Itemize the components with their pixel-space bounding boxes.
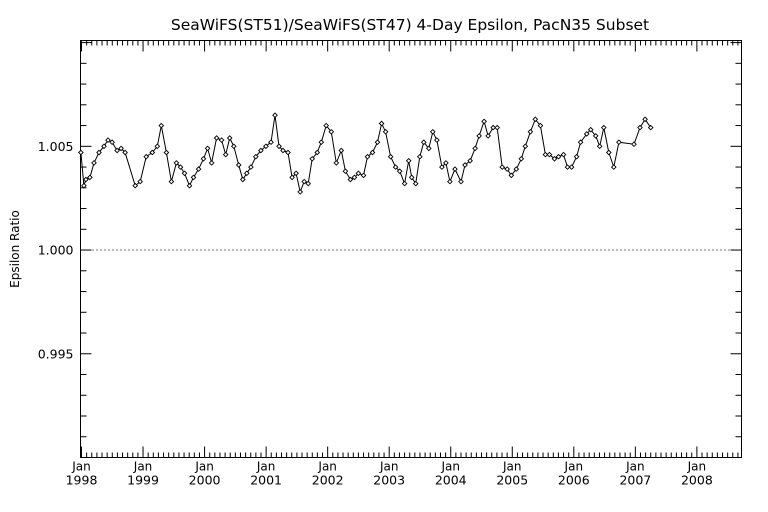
- y-tick-label: 0.995: [38, 346, 74, 361]
- x-tick-year-label: 1998: [66, 473, 98, 488]
- data-point: [375, 140, 379, 144]
- chart: SeaWiFS(ST51)/SeaWiFS(ST47) 4-Day Epsilo…: [0, 0, 768, 512]
- data-point: [224, 152, 228, 156]
- data-point: [402, 181, 406, 185]
- data-point: [632, 142, 636, 146]
- data-point: [286, 150, 290, 154]
- data-point: [486, 134, 490, 138]
- data-point: [500, 165, 504, 169]
- x-tick-year-label: 2005: [496, 473, 528, 488]
- data-point: [232, 144, 236, 148]
- data-point: [88, 175, 92, 179]
- data-point: [209, 161, 213, 165]
- data-point: [617, 140, 621, 144]
- data-point: [164, 150, 168, 154]
- data-point: [306, 181, 310, 185]
- x-tick-month-label: Jan: [317, 460, 337, 474]
- data-point: [431, 130, 435, 134]
- data-point: [339, 148, 343, 152]
- x-tick-year-label: 2001: [250, 473, 282, 488]
- data-point: [602, 125, 606, 129]
- x-tick-year-label: 2003: [373, 473, 405, 488]
- y-tick-label: 1.000: [38, 243, 74, 258]
- data-point: [383, 130, 387, 134]
- x-tick-year-label: 2008: [681, 473, 713, 488]
- data-point: [219, 138, 223, 142]
- data-point: [92, 161, 96, 165]
- data-point: [159, 123, 163, 127]
- data-point: [477, 134, 481, 138]
- data-point: [302, 179, 306, 183]
- data-point: [334, 161, 338, 165]
- data-point: [612, 165, 616, 169]
- data-point: [298, 190, 302, 194]
- data-point: [495, 125, 499, 129]
- data-point: [523, 144, 527, 148]
- data-point: [574, 155, 578, 159]
- data-point: [214, 136, 218, 140]
- data-point: [205, 146, 209, 150]
- data-point: [379, 121, 383, 125]
- x-tick-month-label: Jan: [379, 460, 399, 474]
- data-point: [607, 150, 611, 154]
- data-point: [84, 177, 88, 181]
- x-tick-month-label: Jan: [440, 460, 460, 474]
- data-point: [482, 119, 486, 123]
- data-point: [459, 179, 463, 183]
- x-tick-month-label: Jan: [625, 460, 645, 474]
- data-point: [561, 152, 565, 156]
- data-point: [82, 184, 86, 188]
- data-point: [273, 113, 277, 117]
- x-tick-year-label: 2002: [312, 473, 344, 488]
- x-tick-month-label: Jan: [256, 460, 276, 474]
- data-point: [598, 144, 602, 148]
- data-point: [79, 150, 83, 154]
- data-point: [343, 169, 347, 173]
- data-point: [388, 155, 392, 159]
- data-point: [448, 179, 452, 183]
- series-layer: [79, 113, 653, 194]
- x-tick-month-label: Jan: [71, 460, 91, 474]
- plot-frame: [81, 41, 742, 458]
- data-point: [228, 136, 232, 140]
- data-point: [473, 146, 477, 150]
- chart-title: SeaWiFS(ST51)/SeaWiFS(ST47) 4-Day Epsilo…: [171, 16, 649, 34]
- x-tick-month-label: Jan: [502, 460, 522, 474]
- data-point: [201, 157, 205, 161]
- data-point: [187, 184, 191, 188]
- x-tick-year-label: 1999: [127, 473, 159, 488]
- tick-label-layer: 0.9951.0001.005Jan1998Jan1999Jan2000Jan2…: [38, 139, 713, 488]
- data-point: [638, 125, 642, 129]
- data-point: [319, 140, 323, 144]
- x-tick-month-label: Jan: [133, 460, 153, 474]
- data-point: [169, 179, 173, 183]
- x-tick-month-label: Jan: [194, 460, 214, 474]
- data-point: [519, 157, 523, 161]
- data-point: [191, 175, 195, 179]
- data-point: [115, 148, 119, 152]
- data-point: [237, 163, 241, 167]
- y-tick-label: 1.005: [38, 139, 74, 154]
- data-point: [196, 167, 200, 171]
- x-tick-year-label: 2006: [558, 473, 590, 488]
- data-point: [110, 140, 114, 144]
- tick-layer: [81, 41, 742, 458]
- x-tick-year-label: 2000: [189, 473, 221, 488]
- x-tick-month-label: Jan: [687, 460, 707, 474]
- data-point: [569, 165, 573, 169]
- x-tick-month-label: Jan: [564, 460, 584, 474]
- data-point: [418, 155, 422, 159]
- data-point: [453, 167, 457, 171]
- data-point: [435, 138, 439, 142]
- y-axis-label: Epsilon Ratio: [8, 210, 22, 288]
- data-point: [556, 155, 560, 159]
- data-point: [348, 177, 352, 181]
- x-tick-year-label: 2004: [435, 473, 467, 488]
- data-point: [361, 173, 365, 177]
- data-point: [407, 159, 411, 163]
- x-tick-year-label: 2007: [619, 473, 651, 488]
- data-point: [528, 130, 532, 134]
